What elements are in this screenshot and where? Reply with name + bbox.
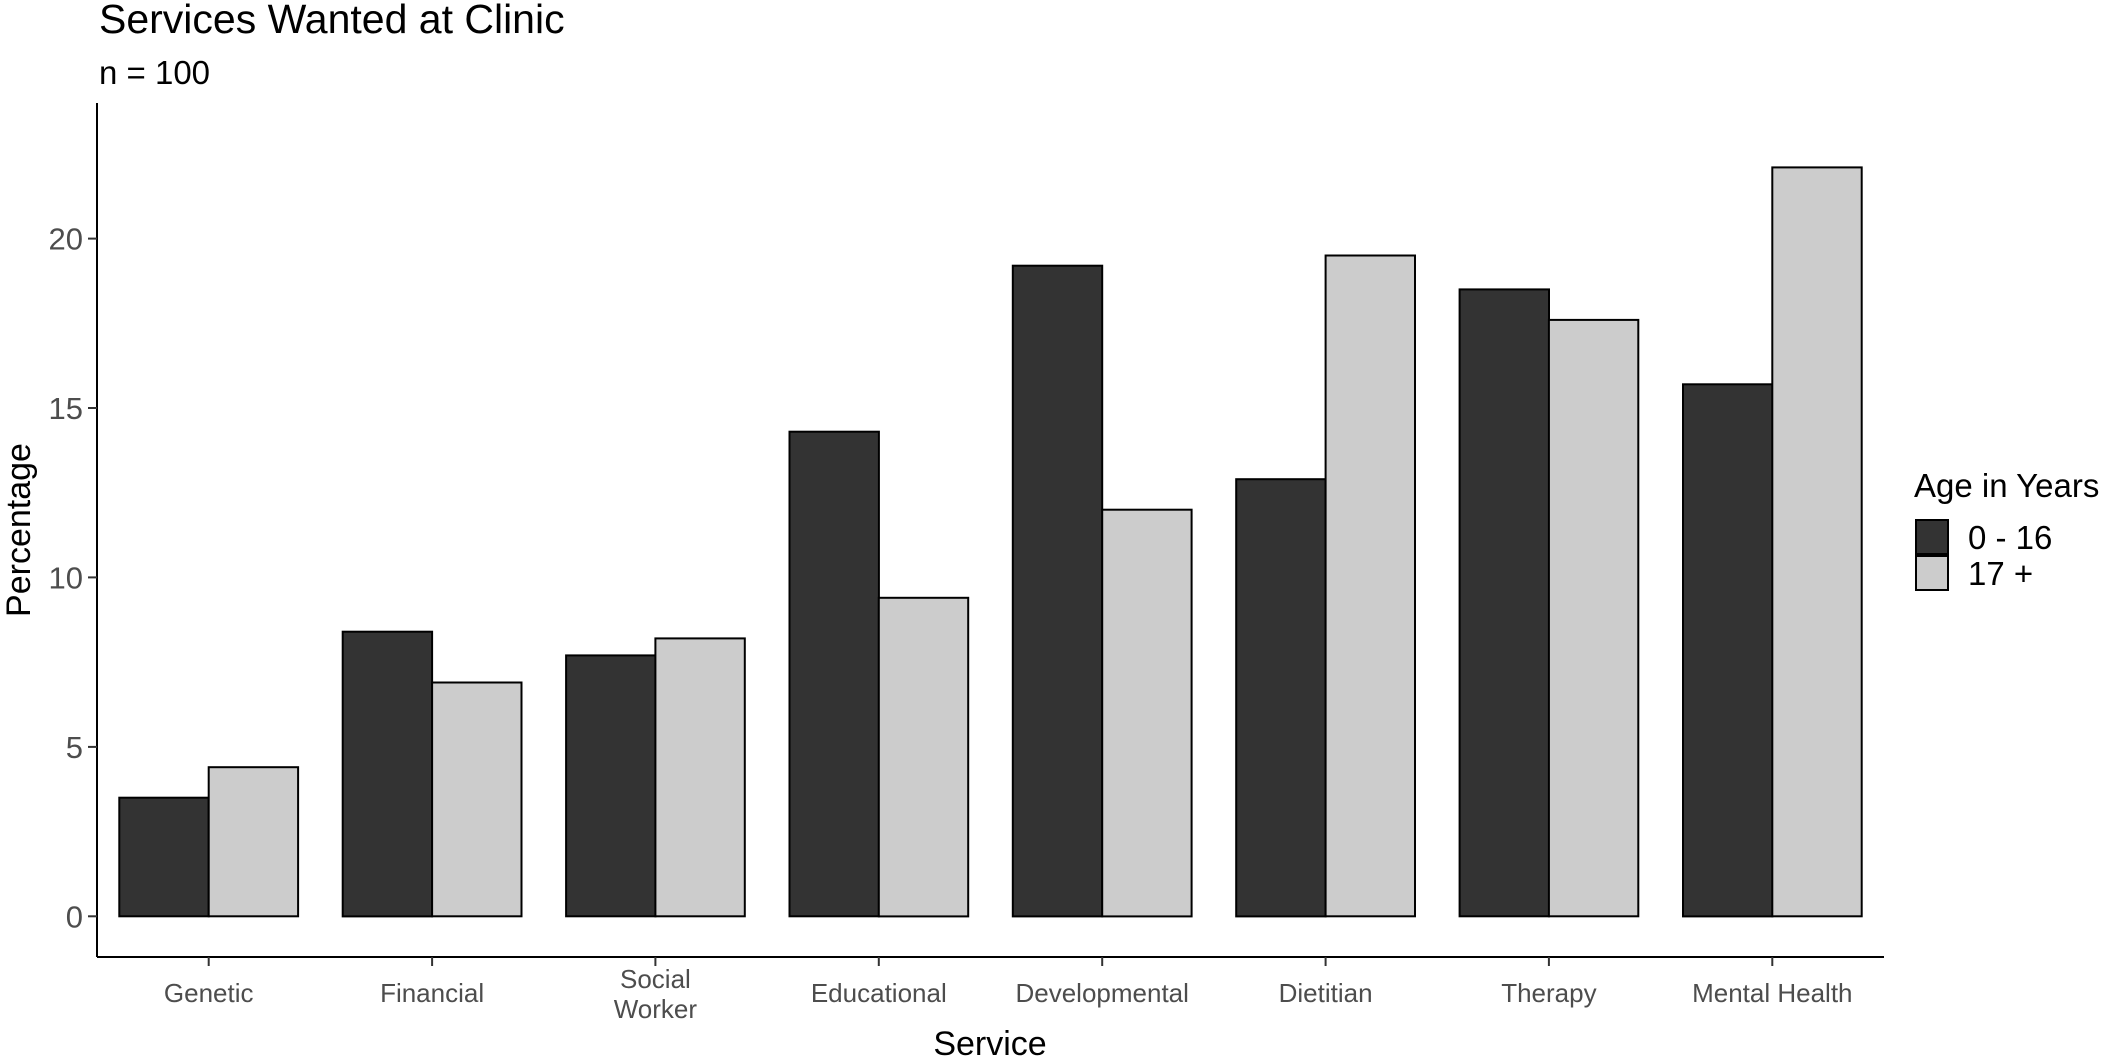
x-tick-label: Genetic (164, 978, 254, 1008)
legend-swatch-age-17-plus (1915, 555, 1949, 591)
legend-title: Age in Years (1914, 467, 2099, 504)
chart-title: Services Wanted at Clinic (99, 0, 565, 42)
axes-layer (96, 103, 1884, 958)
x-ticks: Genetic Financial Social Worker Educational D… (164, 957, 1853, 1024)
bar-age-0-16-2 (565, 654, 657, 918)
y-tick-label: 0 (66, 899, 83, 934)
x-tick-label: Financial (380, 978, 484, 1008)
bar-age-0-16-4 (1011, 264, 1104, 918)
bar-age-17-plus-0 (207, 766, 300, 918)
legend-label: 0 - 16 (1968, 519, 2052, 556)
y-axis-title: Percentage (0, 443, 38, 617)
bar-age-17-plus-2 (654, 637, 746, 918)
bar-age-0-16-5 (1235, 478, 1327, 918)
bar-age-0-16-0 (118, 796, 210, 918)
bar-age-17-plus-1 (431, 681, 523, 918)
legend-swatch-age-0-16 (1915, 519, 1949, 555)
bar-age-17-plus-5 (1324, 254, 1416, 918)
bar-age-0-16-3 (788, 430, 880, 918)
x-tick-label: Educational (811, 978, 947, 1008)
bars-layer (118, 166, 1863, 918)
bar-age-0-16-6 (1458, 288, 1550, 918)
chart-subtitle: n = 100 (99, 54, 210, 91)
bar-age-0-16-7 (1682, 383, 1774, 918)
y-ticks: 0 5 10 15 20 (49, 222, 97, 934)
legend-label: 17 + (1968, 555, 2033, 592)
y-tick-label: 10 (49, 560, 83, 595)
x-axis-title: Service (933, 1025, 1046, 1061)
y-tick-label: 20 (49, 222, 83, 257)
x-tick-label: Therapy (1501, 978, 1596, 1008)
x-tick-label: Social Worker (614, 964, 698, 1024)
bar-age-17-plus-6 (1547, 318, 1640, 918)
x-tick-label: Dietitian (1279, 978, 1373, 1008)
x-tick-label: Developmental (1015, 978, 1188, 1008)
bar-age-17-plus-3 (877, 596, 970, 918)
bar-age-17-plus-7 (1771, 166, 1863, 918)
x-tick-label: Mental Health (1692, 978, 1852, 1008)
bar-age-0-16-1 (341, 630, 434, 918)
y-tick-label: 5 (66, 730, 83, 765)
y-tick-label: 15 (49, 391, 83, 426)
bar-age-17-plus-4 (1101, 508, 1193, 918)
